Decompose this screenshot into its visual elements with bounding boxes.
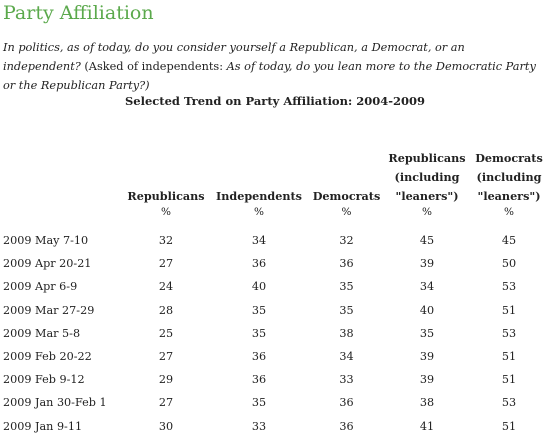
row-value-cell: 33 (339, 373, 354, 387)
row-value-cell: 35 (251, 303, 267, 317)
row-value-cell: 38 (419, 396, 435, 410)
row-value-cell: 35 (339, 280, 354, 294)
row-value-cell: 32 (158, 234, 174, 248)
table-row: 2009 Feb 9-12 29 36 33 39 51 (3, 368, 548, 391)
unit-cell (3, 206, 123, 229)
unit-row: % % % % % (3, 206, 548, 229)
row-value-cell: 45 (501, 234, 517, 248)
row-value-cell: 39 (419, 257, 435, 271)
row-value-cell: 33 (251, 419, 267, 433)
row-value-cell: 35 (339, 303, 354, 317)
header-cell-date (3, 146, 123, 206)
row-value-cell: 25 (158, 326, 174, 340)
question-text: In politics, as of today, do you conside… (3, 41, 465, 73)
row-value-cell: 36 (339, 257, 354, 271)
table-row: 2009 Feb 20-22 27 36 34 39 51 (3, 345, 548, 368)
row-value-cell: 53 (501, 326, 517, 340)
table-row: 2009 May 7-10 32 34 32 45 45 (3, 229, 548, 252)
row-value-cell: 35 (419, 326, 435, 340)
header-cell-republicans: Republicans (127, 189, 205, 203)
row-value-cell: 53 (501, 280, 517, 294)
header-cell-independents: Independents (216, 189, 302, 203)
row-value-cell: 35 (251, 396, 267, 410)
row-value-cell: 40 (251, 280, 267, 294)
row-value-cell: 32 (339, 234, 354, 248)
row-value-cell: 27 (158, 350, 174, 364)
table-row: 2009 Apr 6-9 24 40 35 34 53 (3, 275, 548, 298)
row-value-cell: 51 (501, 419, 517, 433)
row-date-cell: 2009 Apr 20-21 (3, 257, 92, 271)
row-value-cell: 40 (419, 303, 435, 317)
header-cell-republicans-leaners: Republicans (including "leaners") (388, 151, 466, 203)
table-row: 2009 Apr 20-21 27 36 36 39 50 (3, 252, 548, 275)
header-cell-democrats: Democrats (312, 189, 381, 203)
row-value-cell: 34 (419, 280, 435, 294)
row-value-cell: 36 (339, 419, 354, 433)
row-value-cell: 41 (419, 419, 435, 433)
question-followup: As of today, do you lean more to the Dem… (3, 60, 536, 92)
unit-cell: % (422, 206, 432, 218)
row-date-cell: 2009 Mar 27-29 (3, 303, 95, 317)
table-row: 2009 Jan 9-11 30 33 36 41 51 (3, 415, 548, 438)
question-note-open: (Asked of independents: (84, 60, 227, 73)
row-value-cell: 51 (501, 350, 517, 364)
row-value-cell: 38 (339, 326, 354, 340)
unit-cell: % (161, 206, 171, 218)
row-value-cell: 34 (339, 350, 354, 364)
row-value-cell: 36 (251, 350, 267, 364)
trend-table: Republicans Independents Democrats Repub… (3, 146, 548, 438)
header-cell-democrats-leaners: Democrats (including "leaners") (475, 151, 543, 203)
table-row: 2009 Mar 27-29 28 35 35 40 51 (3, 299, 548, 322)
row-value-cell: 45 (419, 234, 435, 248)
header-row: Republicans Independents Democrats Repub… (3, 146, 548, 206)
row-value-cell: 27 (158, 396, 174, 410)
row-value-cell: 35 (251, 326, 267, 340)
row-value-cell: 51 (501, 303, 517, 317)
table-row: 2009 Mar 5-8 25 35 38 35 53 (3, 322, 548, 345)
row-date-cell: 2009 Mar 5-8 (3, 326, 81, 340)
row-value-cell: 36 (251, 257, 267, 271)
row-value-cell: 50 (501, 257, 517, 271)
row-value-cell: 36 (251, 373, 267, 387)
row-value-cell: 24 (158, 280, 174, 294)
row-value-cell: 27 (158, 257, 174, 271)
row-date-cell: 2009 Jan 9-11 (3, 419, 83, 433)
page-title: Party Affiliation (3, 2, 154, 24)
unit-cell: % (341, 206, 352, 218)
row-date-cell: 2009 May 7-10 (3, 234, 89, 248)
row-value-cell: 39 (419, 350, 435, 364)
survey-question: In politics, as of today, do you conside… (3, 38, 543, 95)
row-value-cell: 30 (158, 419, 174, 433)
row-date-cell: 2009 Feb 9-12 (3, 373, 85, 387)
row-value-cell: 28 (158, 303, 174, 317)
table-row: 2009 Jan 30-Feb 1 27 35 36 38 53 (3, 391, 548, 414)
row-date-cell: 2009 Jan 30-Feb 1 (3, 396, 107, 410)
row-value-cell: 29 (158, 373, 174, 387)
table-title: Selected Trend on Party Affiliation: 200… (124, 94, 426, 108)
row-value-cell: 34 (251, 234, 267, 248)
unit-cell: % (504, 206, 514, 218)
row-date-cell: 2009 Apr 6-9 (3, 280, 78, 294)
row-value-cell: 36 (339, 396, 354, 410)
row-value-cell: 53 (501, 396, 517, 410)
table-body: 2009 May 7-10 32 34 32 45 45 2009 Apr 20-21 27 3… (3, 229, 548, 438)
unit-cell: % (254, 206, 264, 218)
row-date-cell: 2009 Feb 20-22 (3, 350, 92, 364)
row-value-cell: 39 (419, 373, 435, 387)
row-value-cell: 51 (501, 373, 517, 387)
